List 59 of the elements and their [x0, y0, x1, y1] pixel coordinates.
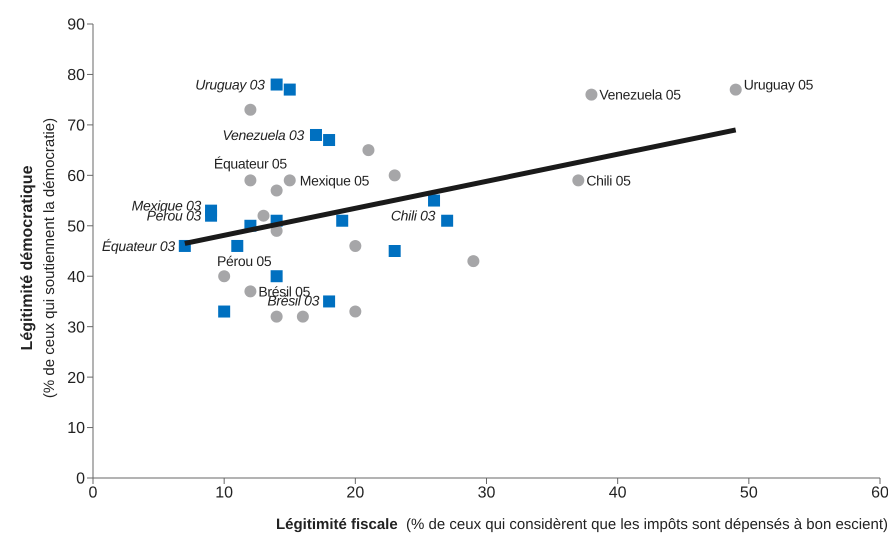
annotation: Uruguay 03 [195, 76, 266, 93]
point [270, 270, 283, 282]
point [244, 104, 256, 116]
point [258, 210, 270, 222]
point [572, 174, 584, 186]
y-tick-label: 40 [67, 268, 86, 286]
y-tick-label: 90 [67, 16, 86, 34]
point [244, 285, 256, 298]
point [270, 78, 283, 91]
annotation: Uruguay 05 [744, 76, 814, 93]
point [284, 174, 296, 186]
annotation: Venezuela 05 [599, 86, 682, 103]
annotation: Chili 05 [586, 172, 632, 188]
point [284, 84, 296, 96]
annotation: Mexique 05 [300, 172, 370, 188]
y-tick-label: 20 [67, 370, 86, 387]
point [730, 84, 742, 96]
point [218, 270, 230, 282]
x-tick-label: 40 [608, 484, 627, 502]
y-tick-label: 10 [67, 420, 86, 438]
x-tick-label: 0 [88, 484, 98, 502]
x-tick-label: 30 [478, 484, 496, 502]
point [388, 245, 401, 257]
y-tick-label: 80 [67, 67, 86, 84]
point [428, 194, 440, 207]
point [388, 169, 401, 182]
x-axis-title: Légitimité fiscale (% de ceux qui considèrent que les impôts sont dépensés à bon escient) [276, 516, 888, 533]
point [585, 88, 598, 101]
annotation: Équateur 03 [102, 238, 176, 254]
point [270, 310, 283, 323]
point [270, 184, 283, 196]
point [218, 306, 230, 318]
point [205, 210, 218, 222]
y-axis-title: Légitimité démocratique (% de ceux qui soutiennent la démocratie) [19, 118, 58, 398]
x-tick-label: 50 [740, 484, 758, 502]
point [323, 134, 336, 146]
annotation: Chili 03 [390, 208, 436, 224]
x-tick-label: 20 [346, 484, 364, 502]
point [441, 214, 454, 227]
y-tick-label: 0 [76, 470, 86, 488]
y-tick-label: 60 [67, 168, 86, 186]
point [310, 128, 322, 141]
point [349, 240, 362, 252]
annotation: Équateur 05 [214, 155, 288, 172]
y-tick-label: 30 [67, 319, 86, 336]
x-tick-label: 60 [871, 484, 889, 502]
point [296, 310, 309, 323]
point [323, 295, 336, 308]
y-tick-label: 50 [67, 218, 86, 236]
point [362, 144, 374, 156]
annotation: Pérou 05 [216, 253, 272, 270]
point [349, 306, 362, 318]
y-tick-label: 70 [67, 118, 86, 135]
point [231, 240, 244, 252]
point [467, 255, 480, 268]
point [336, 214, 348, 227]
x-tick-label: 10 [215, 484, 234, 502]
point [244, 174, 256, 186]
annotation: Venezuela 03 [222, 126, 304, 143]
